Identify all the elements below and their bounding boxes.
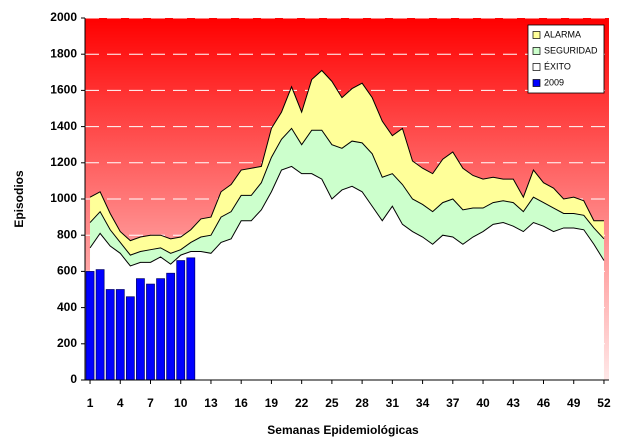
- y-tick-label: 1600: [50, 83, 77, 97]
- bar: [85, 271, 95, 381]
- bar: [176, 260, 186, 381]
- x-tick-label: 52: [597, 396, 611, 410]
- bar: [156, 278, 165, 381]
- bar: [105, 289, 115, 381]
- x-tick-label: 7: [147, 396, 154, 410]
- x-tick-label: 1: [87, 396, 94, 410]
- legend-label: SEGURIDAD: [544, 45, 598, 55]
- legend-swatch: [532, 31, 541, 39]
- bar: [125, 296, 135, 381]
- x-tick-label: 28: [355, 396, 369, 410]
- y-tick-label: 1800: [50, 46, 77, 60]
- x-tick-label: 25: [325, 396, 339, 410]
- y-tick-label: 1400: [50, 119, 77, 133]
- y-tick-label: 600: [57, 264, 77, 278]
- x-tick-label: 49: [567, 396, 581, 410]
- x-tick-label: 10: [174, 396, 188, 410]
- legend-swatch: [532, 47, 541, 55]
- y-tick-label: 2000: [50, 10, 77, 24]
- legend-swatch: [532, 63, 541, 71]
- x-tick-label: 31: [386, 396, 400, 410]
- y-tick-label: 400: [57, 300, 77, 314]
- x-tick-label: 13: [204, 396, 218, 410]
- x-tick-label: 40: [476, 396, 490, 410]
- x-axis-label: Semanas Epidemiológicas: [267, 423, 419, 437]
- bar: [136, 278, 145, 381]
- x-tick-label: 22: [295, 396, 309, 410]
- y-tick-label: 1200: [50, 155, 77, 169]
- x-tick-label: 16: [235, 396, 249, 410]
- y-tick-label: 800: [57, 227, 77, 241]
- x-tick-label: 19: [265, 396, 279, 410]
- legend-label: 2009: [544, 77, 564, 87]
- y-axis-label: Episodios: [12, 170, 26, 228]
- x-tick-label: 4: [117, 396, 124, 410]
- legend-swatch: [532, 79, 541, 87]
- y-tick-label: 200: [57, 336, 77, 350]
- bar: [186, 257, 196, 381]
- y-tick-label: 0: [70, 372, 77, 386]
- y-tick-label: 1000: [50, 191, 77, 205]
- x-tick-label: 46: [537, 396, 551, 410]
- bar: [146, 283, 155, 381]
- bar: [166, 272, 176, 381]
- legend-box: [527, 24, 605, 94]
- bar: [115, 289, 125, 381]
- x-tick-label: 34: [416, 396, 430, 410]
- legend-label: ALARMA: [544, 29, 581, 39]
- area-line: [89, 165, 605, 267]
- bar: [95, 269, 105, 381]
- legend-label: ÉXITO: [544, 61, 571, 71]
- x-tick-label: 43: [507, 396, 521, 410]
- area-line: [89, 127, 605, 256]
- area-line: [89, 69, 604, 242]
- area-fill: [90, 166, 604, 380]
- legend: ALARMA SEGURIDAD ÉXITO 2009: [527, 24, 605, 94]
- x-tick-label: 37: [446, 396, 460, 410]
